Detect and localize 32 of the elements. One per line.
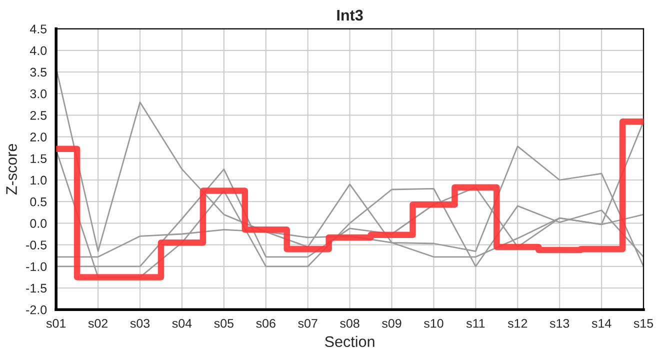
- y-tick-label: 0.5: [30, 197, 47, 206]
- x-tick-label: s09: [382, 318, 402, 328]
- y-tick-label: 3.0: [30, 89, 47, 98]
- x-tick-label: s13: [550, 318, 570, 328]
- y-tick-label: 4.0: [30, 46, 47, 56]
- x-tick-label: s14: [592, 319, 612, 328]
- y-axis-title: Z-score: [6, 144, 17, 195]
- y-tick-label: -1.5: [26, 284, 47, 293]
- x-tick-label: s04: [172, 318, 192, 328]
- x-tick-label: s11: [466, 319, 485, 328]
- x-axis-title: Section: [325, 336, 374, 348]
- x-tick-label: s01: [46, 318, 66, 328]
- y-tick-label: -2.0: [26, 305, 47, 314]
- x-tick-label: s12: [508, 318, 528, 328]
- x-tick-label: s10: [424, 318, 444, 328]
- y-tick-label: 3.5: [30, 68, 47, 77]
- y-tick-label: 2.0: [30, 132, 47, 142]
- x-tick-label: s07: [298, 318, 318, 328]
- x-tick-label: s15: [634, 319, 654, 328]
- chart-title: Int3: [337, 10, 363, 21]
- y-tick-label: -1.0: [26, 262, 47, 272]
- x-tick-label: s08: [340, 318, 360, 328]
- y-tick-label: 0.0: [30, 219, 47, 228]
- y-tick-label: 1.0: [30, 176, 47, 185]
- y-tick-label: 1.5: [30, 154, 47, 164]
- y-tick-label: 2.5: [30, 111, 47, 120]
- x-tick-label: s06: [256, 318, 276, 328]
- x-tick-label: s05: [214, 318, 234, 328]
- x-tick-label: s02: [88, 318, 108, 328]
- x-tick-label: s03: [130, 318, 150, 328]
- y-tick-label: 4.5: [30, 24, 47, 34]
- y-tick-label: -0.5: [26, 240, 47, 250]
